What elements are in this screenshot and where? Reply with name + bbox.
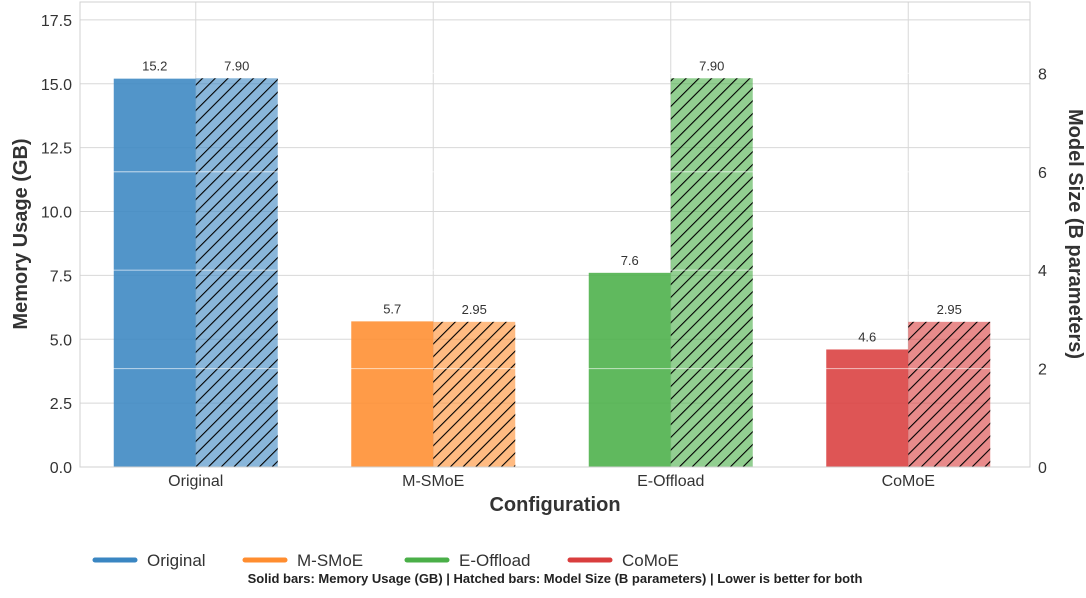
y-tick-label: 7.5 [50,268,72,285]
legend-label: M-SMoE [297,551,363,570]
y-tick-label: 17.5 [41,13,72,30]
y-axis-left: 0.0 2.5 5.0 7.5 10.0 12.5 15.0 17.5 [41,13,72,477]
value-label-model-size: 7.90 [224,58,249,73]
bar-hatch-comoe [908,321,991,467]
y-tick-label: 15.0 [41,77,72,94]
legend-label: E-Offload [459,551,531,570]
x-axis-title: Configuration [489,494,620,516]
y-tick-label: 0.0 [50,460,72,477]
value-label-memory: 7.6 [621,253,639,268]
bars [113,78,991,468]
x-tick-label: E-Offload [637,473,704,490]
y2-tick-label: 0 [1038,460,1047,477]
plot-frame [79,1,1031,468]
x-tick-label: CoMoE [882,473,935,490]
legend: Original M-SMoE E-Offload CoMoE [92,551,679,570]
value-label-memory: 15.2 [142,59,167,74]
bar-memory-m-smoe [351,321,434,467]
x-tick-label: Original [168,473,223,490]
bar-hatch-e-offload [670,78,753,468]
footnote: Solid bars: Memory Usage (GB) | Hatched … [248,571,863,586]
value-label-memory: 4.6 [858,329,876,344]
value-label-memory: 5.7 [383,301,401,316]
y-axis-right: 0 2 4 6 8 [1038,66,1047,477]
bar-hatch-m-smoe [433,321,516,467]
legend-label: Original [147,551,206,570]
y2-axis-title: Model Size (B parameters) [1064,109,1086,359]
y2-tick-label: 4 [1038,263,1047,280]
bar-hatch-original [195,78,278,468]
bar-memory-comoe [826,349,909,467]
y2-tick-label: 8 [1038,66,1047,83]
value-label-model-size: 2.95 [462,302,487,317]
x-axis: Original M-SMoE E-Offload CoMoE [168,473,935,490]
value-label-model-size: 2.95 [937,302,962,317]
bar-memory-e-offload [588,272,671,467]
y-tick-label: 5.0 [50,332,72,349]
y-tick-label: 2.5 [50,396,72,413]
y-axis-title: Memory Usage (GB) [10,138,32,329]
y-tick-label: 10.0 [41,205,72,222]
x-tick-label: M-SMoE [402,473,464,490]
value-label-model-size: 7.90 [699,58,724,73]
bar-memory-original [113,78,196,468]
y2-tick-label: 6 [1038,165,1047,182]
legend-label: CoMoE [622,551,679,570]
value-labels: 15.2 7.90 5.7 2.95 7.6 7.90 4.6 2.95 [142,58,962,344]
overlay-grid [80,72,1030,370]
y2-tick-label: 2 [1038,362,1047,379]
y-tick-label: 12.5 [41,141,72,158]
